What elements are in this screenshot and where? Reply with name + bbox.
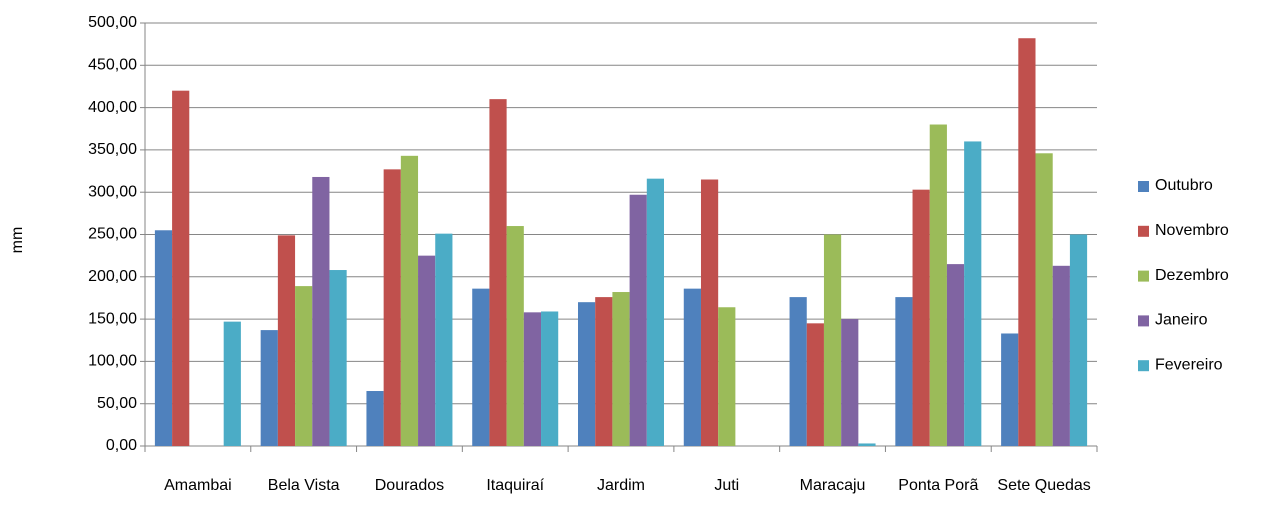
bar: [700, 179, 719, 446]
x-tick-label: Itaquiraí: [486, 477, 544, 494]
bar: [595, 297, 613, 446]
bar: [489, 99, 507, 446]
bar: [172, 90, 190, 447]
bar: [277, 235, 296, 446]
bar: [946, 264, 965, 446]
x-tick-label: Ponta Porã: [898, 477, 978, 494]
legend-swatch: [1138, 225, 1149, 237]
x-tick-label: Bela Vista: [268, 477, 340, 494]
y-tick-label: 300,00: [88, 183, 137, 200]
bar: [823, 234, 842, 446]
y-tick-label: 250,00: [88, 226, 137, 243]
y-axis-title: mm: [9, 227, 26, 254]
y-tick-label: 100,00: [88, 353, 137, 370]
bar: [435, 233, 453, 446]
legend-label: Outubro: [1155, 177, 1213, 194]
bar: [1018, 38, 1036, 447]
bar: [1052, 265, 1070, 446]
legend-swatch: [1138, 360, 1149, 372]
y-tick-label: 500,00: [88, 14, 137, 31]
bar: [1001, 333, 1019, 446]
y-tick-label: 350,00: [88, 141, 137, 158]
bar: [629, 194, 647, 446]
y-tick-label: 50,00: [97, 395, 137, 412]
y-tick-label: 200,00: [88, 268, 137, 285]
bar: [260, 330, 278, 446]
bar: [646, 178, 664, 446]
y-tick-label: 450,00: [88, 57, 137, 74]
bar: [858, 443, 876, 446]
y-tick-label: 400,00: [88, 99, 137, 116]
bar: [472, 288, 490, 446]
legend-label: Dezembro: [1155, 267, 1229, 284]
bar: [578, 302, 596, 446]
bar: [612, 292, 630, 446]
legend-swatch: [1138, 181, 1149, 192]
bar: [541, 311, 559, 446]
x-tick-label: Amambai: [164, 477, 232, 494]
bar: [154, 230, 173, 446]
bar: [295, 286, 313, 446]
bar: [506, 226, 524, 446]
bar: [223, 321, 241, 446]
bar: [718, 307, 736, 446]
bar: [1035, 153, 1053, 446]
y-tick-label: 0,00: [106, 437, 137, 454]
x-tick-label: Jardim: [597, 477, 645, 494]
bar: [400, 155, 419, 446]
legend-swatch: [1138, 270, 1149, 282]
bar: [964, 141, 982, 446]
bar: [806, 323, 824, 446]
legend-label: Novembro: [1155, 222, 1229, 239]
bar: [895, 297, 913, 446]
bar: [683, 288, 701, 446]
bar: [418, 255, 436, 446]
bar: [523, 312, 542, 446]
bar: [1069, 234, 1088, 446]
legend-label: Janeiro: [1155, 312, 1208, 329]
x-tick-label: Juti: [714, 477, 739, 494]
bar: [312, 176, 330, 447]
bar: [929, 124, 947, 447]
x-tick-label: Maracaju: [800, 477, 866, 494]
x-tick-label: Dourados: [375, 477, 444, 494]
x-tick-label: Sete Quedas: [997, 477, 1090, 494]
bar: [329, 270, 347, 446]
bar: [366, 391, 384, 446]
legend-swatch: [1138, 315, 1149, 327]
bar: [841, 319, 859, 446]
bar: [912, 189, 930, 447]
bar: [383, 169, 401, 446]
y-tick-label: 150,00: [88, 310, 137, 327]
legend-label: Fevereiro: [1155, 356, 1223, 373]
bar: [789, 297, 807, 446]
